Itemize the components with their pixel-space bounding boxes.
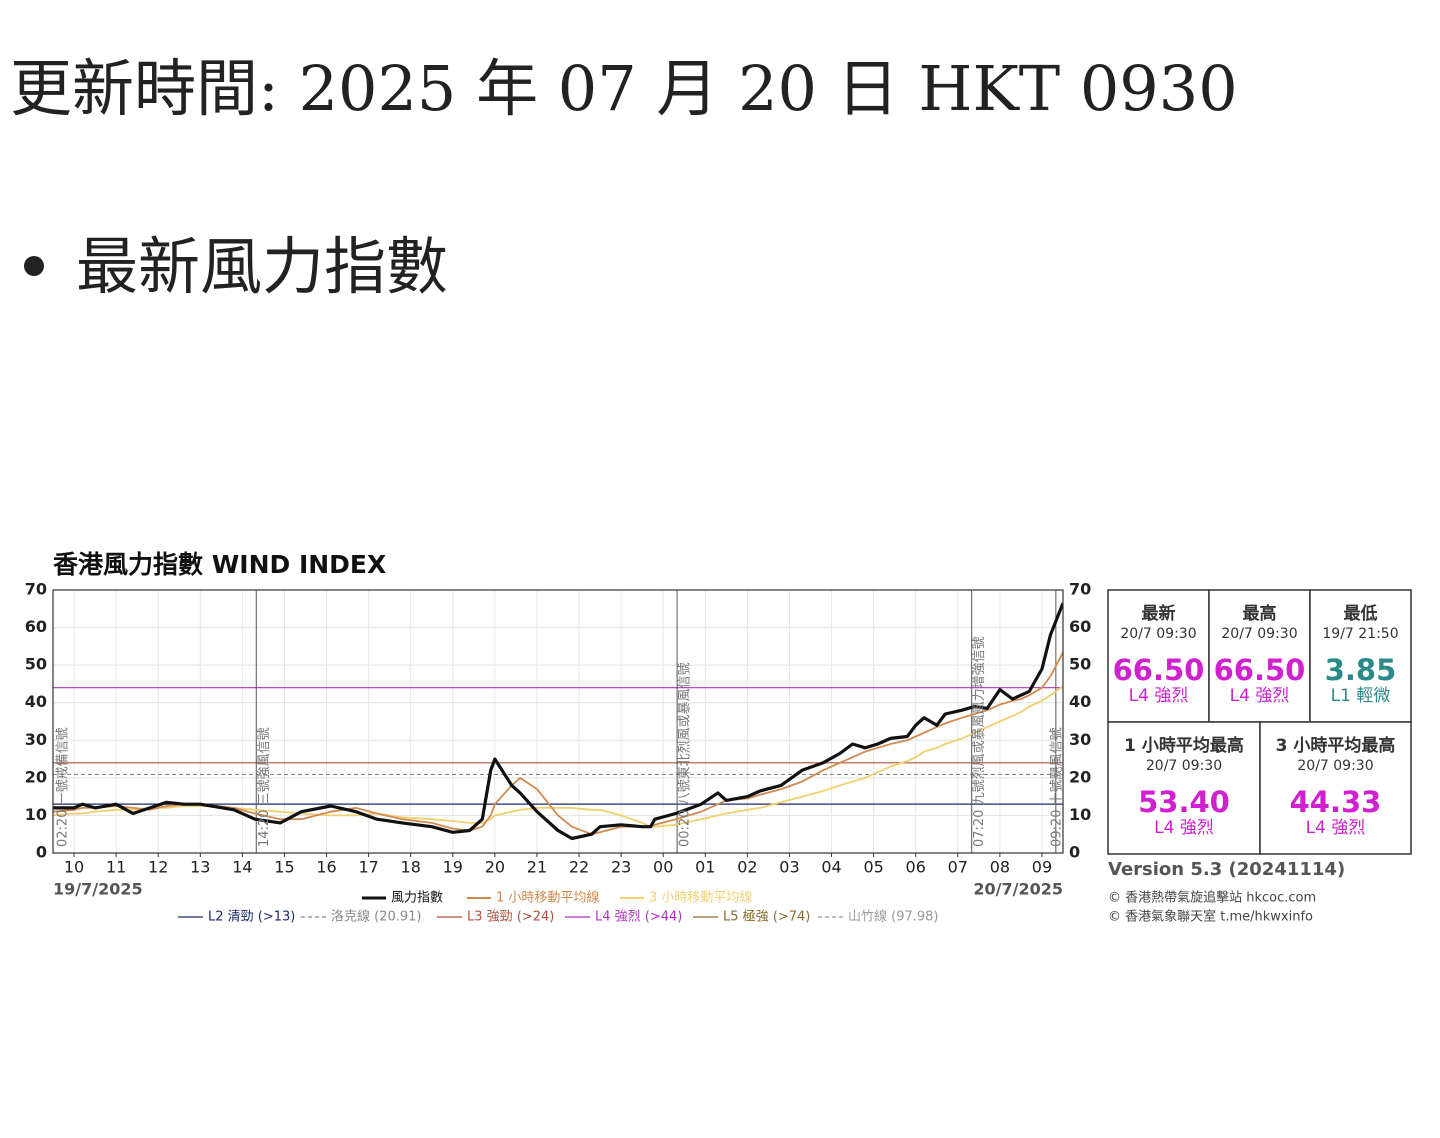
x-tick-label: 22 [569,858,589,877]
stat-level: L4 強烈 [1154,818,1214,838]
credit: © 香港氣象聯天室 t.me/hkwxinfo [1108,909,1313,925]
stat-time: 19/7 21:50 [1322,626,1398,642]
x-tick-label: 11 [106,858,126,877]
y-tick-label: 0 [36,843,47,862]
x-tick-label: 01 [695,858,715,877]
start-date: 19/7/2025 [53,880,143,899]
legend-label: 山竹線 (97.98) [848,909,939,925]
y-tick-label: 10 [25,805,47,824]
plot-frame [52,589,1064,854]
x-tick-label: 06 [906,858,926,877]
y-tick-label: 20 [25,767,47,786]
stat-time: 20/7 09:30 [1120,626,1196,642]
x-tick-label: 04 [821,858,841,877]
x-tick-label: 17 [358,858,378,877]
stat-level: L4 強烈 [1230,686,1290,706]
legend-label: L3 強勁 (>24) [467,910,554,925]
x-tick-label: 19 [443,858,463,877]
stat-value: 3.85 [1325,653,1397,687]
x-tick-label: 20 [485,858,505,877]
stat-value: 66.50 [1214,653,1306,687]
stat-cell [1208,589,1311,723]
stat-title: 最低 [1344,603,1378,624]
version: Version 5.3 (20241114) [1108,859,1345,880]
signal-label: 09:20 十號颶風信號 [1050,727,1065,847]
stat-cell [1259,721,1412,855]
x-tick-label: 14 [232,858,252,877]
stat-title: 最高 [1243,603,1277,624]
x-tick-label: 09 [1032,858,1052,877]
legend-label: 1 小時移動平均線 [496,890,599,906]
stat-cell [1309,589,1412,723]
y2-tick-label: 70 [1069,580,1091,599]
legend-label: 3 小時移動平均線 [649,890,752,906]
stat-value: 66.50 [1113,653,1205,687]
legend-label: L2 清勁 (>13) [208,910,295,925]
series-line [53,602,1063,841]
stat-time: 20/7 09:30 [1221,626,1297,642]
plot-area [53,590,1063,853]
bullet-item: 最新風力指數 [24,216,448,306]
x-tick-label: 21 [527,858,547,877]
x-tick-label: 03 [779,858,799,877]
x-tick-label: 15 [274,858,294,877]
x-tick-label: 18 [401,858,421,877]
stat-level: L1 輕微 [1331,686,1391,706]
stat-title: 3 小時平均最高 [1276,735,1396,756]
chart-title: 香港風力指數 WIND INDEX [53,550,386,579]
signal-label: 07:20 九號烈風或暴風風力增強信號 [972,636,987,847]
stat-cell [1107,589,1210,723]
x-tick-label: 10 [64,858,84,877]
x-tick-label: 16 [316,858,336,877]
stat-title: 最新 [1142,603,1176,624]
stat-level: L4 強烈 [1306,818,1366,838]
x-tick-label: 02 [737,858,757,877]
stat-value: 53.40 [1138,785,1230,819]
stat-level: L4 強烈 [1129,686,1189,706]
x-tick-label: 05 [863,858,883,877]
credit: © 香港熱帶氣旋追擊站 hkcoc.com [1108,890,1316,906]
y2-tick-label: 50 [1069,655,1091,674]
y-tick-label: 60 [25,617,47,636]
y2-tick-label: 30 [1069,730,1091,749]
signal-label: 02:20 一號戒備信號 [55,727,71,847]
y-tick-label: 30 [25,730,47,749]
signal-label: 14:20 三號強風信號 [257,727,272,847]
bullet-dot [24,255,44,276]
update-time: 更新時間: 2025 年 07 月 20 日 HKT 0930 [10,52,1238,125]
x-tick-label: 23 [611,858,631,877]
bullet-text: 最新風力指數 [76,230,449,303]
y-tick-label: 70 [25,580,47,599]
x-tick-label: 00 [653,858,673,877]
end-date: 20/7/2025 [973,880,1063,899]
y2-tick-label: 60 [1069,617,1091,636]
y-tick-label: 50 [25,655,47,674]
x-tick-label: 12 [148,858,168,877]
signal-label: 00:20 八號東北烈風或暴風信號 [677,662,693,847]
y2-tick-label: 20 [1069,767,1091,786]
series-line [53,685,1063,828]
x-tick-label: 07 [948,858,968,877]
y-tick-label: 40 [25,692,47,711]
x-tick-label: 13 [190,858,210,877]
legend-label: 風力指數 [391,891,443,906]
legend-label: 洛克線 (20.91) [331,909,422,925]
y2-tick-label: 10 [1069,805,1091,824]
y2-tick-label: 0 [1069,843,1080,862]
stat-title: 1 小時平均最高 [1124,735,1244,756]
stat-cell [1107,721,1261,855]
legend-label: L4 強烈 (>44) [595,910,682,925]
legend-label: L5 極強 (>74) [723,909,810,925]
x-tick-label: 08 [990,858,1010,877]
stat-value: 44.33 [1290,785,1382,819]
stat-time: 20/7 09:30 [1297,758,1373,774]
stat-time: 20/7 09:30 [1146,758,1222,774]
y2-tick-label: 40 [1069,692,1091,711]
